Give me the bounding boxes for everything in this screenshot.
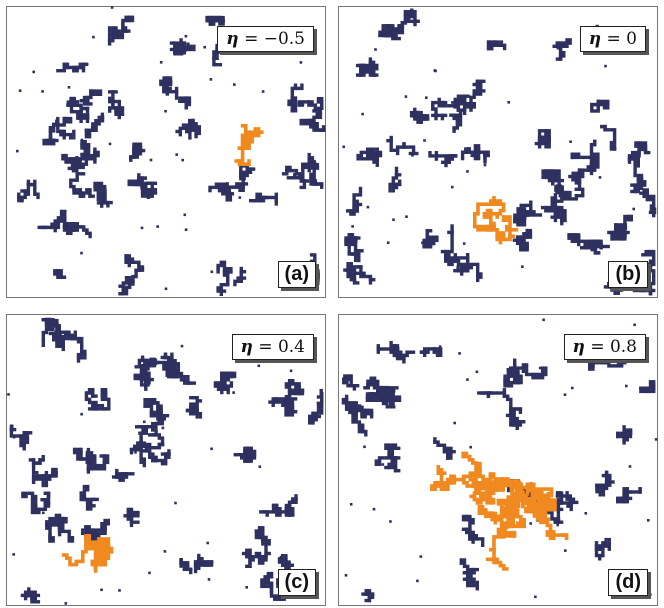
panel-b: η = 0 (b) (338, 6, 658, 298)
eta-symbol: η (588, 29, 602, 49)
largest-cluster (234, 124, 264, 166)
largest-cluster (61, 534, 114, 573)
panel-a: η = −0.5 (a) (6, 6, 326, 298)
eta-value: = 0 (606, 29, 637, 49)
cluster-field-b (338, 6, 658, 298)
small-clusters (342, 8, 657, 296)
eta-label-a: η = −0.5 (217, 26, 314, 52)
panel-tag-d: (d) (608, 569, 648, 596)
eta-label-c: η = 0.4 (231, 334, 314, 360)
cluster-field-a (6, 6, 326, 298)
eta-label-b: η = 0 (579, 26, 646, 52)
cluster-field-c (6, 314, 326, 606)
panel-frame (6, 6, 326, 298)
eta-value: = −0.5 (244, 29, 305, 49)
largest-cluster (473, 196, 519, 245)
eta-value: = 0.4 (258, 337, 305, 357)
cluster-field-d (338, 314, 658, 606)
eta-value: = 0.8 (590, 337, 637, 357)
eta-symbol: η (240, 337, 253, 357)
eta-label-d: η = 0.8 (563, 334, 646, 360)
eta-symbol: η (572, 337, 585, 357)
panel-d: η = 0.8 (d) (338, 314, 658, 606)
panel-tag-a: (a) (277, 261, 316, 288)
eta-symbol: η (226, 29, 239, 49)
panel-c: η = 0.4 (c) (6, 314, 326, 606)
panel-tag-c: (c) (277, 569, 316, 596)
panel-tag-b: (b) (608, 261, 648, 288)
largest-cluster (430, 451, 569, 571)
small-clusters (16, 6, 326, 296)
